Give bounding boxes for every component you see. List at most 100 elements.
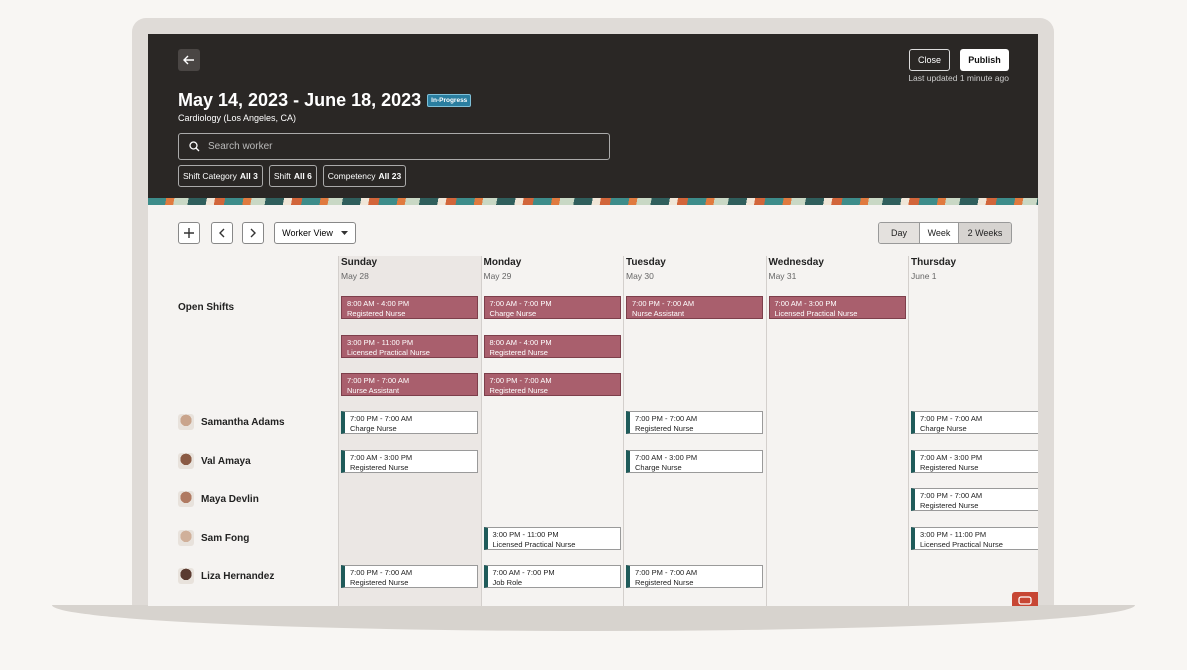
add-button[interactable] (178, 222, 200, 244)
shift[interactable]: 3:00 PM - 11:00 PM Licensed Practical Nur… (483, 526, 621, 550)
column-line (338, 256, 339, 606)
search-placeholder: Search worker (208, 141, 273, 152)
last-updated: Last updated 1 minute ago (908, 73, 1009, 83)
add-icon (184, 228, 194, 238)
worker-name: Samantha Adams (201, 417, 285, 428)
filter-label: Competency (327, 171, 376, 181)
shift-role: Registered Nurse (347, 309, 406, 318)
shift-time: 3:00 PM - 11:00 PM (492, 529, 559, 539)
shift[interactable]: 7:00 AM - 3:00 PM Registered Nurse (341, 449, 478, 473)
shift-time: 7:00 AM - 7:00 PM (489, 299, 552, 308)
shift-role: Registered Nurse (489, 386, 548, 395)
shift[interactable]: 7:00 AM - 3:00 PM Charge Nurse (626, 449, 763, 473)
worker-name: Val Amaya (201, 455, 251, 467)
shift[interactable]: 7:00 PM - 7:00 AM Registered Nurse (626, 565, 763, 588)
avatar (178, 452, 194, 469)
view-dropdown[interactable]: Worker View (274, 222, 356, 244)
filter-value: All 3 (239, 171, 258, 181)
shift[interactable]: 3:00 PM - 11:00 PM Licensed Practical Nur… (911, 526, 1038, 550)
shift[interactable]: 7:00 AM - 3:00 PM Licensed Practical Nurs… (768, 296, 906, 319)
previous-icon (219, 228, 225, 238)
shift-time: 7:00 AM - 3:00 PM (774, 299, 837, 308)
shift-role: Licensed Practical Nurse (774, 309, 858, 318)
shift[interactable]: 7:00 PM - 7:00 AM Registered Nurse (626, 411, 763, 434)
shift[interactable]: 7:00 PM - 7:00 AM Registered Nurse (483, 373, 621, 396)
shift-time: 8:00 AM - 4:00 PM (347, 299, 410, 308)
shift-time: 7:00 PM - 7:00 AM (350, 568, 413, 577)
shift-time: 7:00 AM - 3:00 PM (635, 452, 698, 462)
filter-chip[interactable]: Competency All 23 (322, 165, 407, 187)
range-option[interactable]: Week (919, 223, 958, 243)
shift-role: Registered Nurse (635, 578, 694, 587)
shift-time: 7:00 AM - 3:00 PM (920, 452, 983, 462)
range-selector: Day Week 2 Weeks (878, 222, 1012, 244)
shift-time: 3:00 PM - 11:00 PM (920, 529, 987, 539)
shift[interactable]: 8:00 AM - 4:00 PM Registered Nurse (483, 334, 621, 358)
previous-button[interactable] (211, 222, 233, 244)
shift-role: Registered Nurse (350, 578, 409, 587)
avatar (178, 568, 194, 584)
day-name: Tuesday (626, 257, 666, 268)
worker-name: Sam Fong (201, 532, 250, 544)
filter-chip[interactable]: Shift All 6 (268, 165, 317, 187)
shift-role: Charge Nurse (489, 309, 537, 318)
laptop-base (52, 605, 1135, 631)
next-button[interactable] (242, 222, 264, 244)
shift-time: 7:00 PM - 7:00 AM (635, 414, 698, 423)
decorative-band (148, 198, 1038, 205)
title-row: May 14, 2023 - June 18, 2023 In-Progress (178, 90, 472, 111)
filter-label: Shift (273, 171, 291, 181)
shift[interactable]: 7:00 AM - 7:00 PM Charge Nurse (483, 296, 621, 319)
chat-icon (1018, 596, 1032, 605)
shift-time: 7:00 PM - 7:00 AM (920, 491, 983, 500)
subtitle: Cardiology (Los Angeles, CA) (178, 113, 297, 123)
filter-chip[interactable]: Shift Category All 3 (178, 165, 263, 187)
shift[interactable]: 7:00 AM - 7:00 PM Job Role (483, 565, 621, 588)
range-option[interactable]: 2 Weeks (958, 223, 1011, 243)
shift[interactable]: 7:00 PM - 7:00 AM Registered Nurse (911, 488, 1038, 511)
shift-time: 7:00 PM - 7:00 AM (489, 376, 552, 385)
dropdown-icon (340, 231, 348, 235)
avatar (178, 414, 194, 430)
shift[interactable]: 7:00 PM - 7:00 AM Nurse Assistant (341, 373, 478, 396)
shift-time: 7:00 PM - 7:00 AM (635, 568, 698, 577)
back-button[interactable] (178, 49, 200, 71)
next-icon (250, 228, 256, 238)
shift-role: Charge Nurse (635, 462, 682, 472)
range-option[interactable]: Day (879, 223, 919, 243)
filters: Shift Category All 3 Shift All 6 Competency A… (178, 165, 407, 187)
shift[interactable]: 7:00 AM - 3:00 PM Registered Nurse (911, 449, 1038, 473)
column-line (480, 256, 482, 606)
avatar (178, 491, 194, 507)
chat-button[interactable] (1012, 592, 1038, 606)
shift[interactable]: 3:00 PM - 11:00 PM Licensed Practical Nur… (341, 334, 478, 358)
day-name: Sunday (341, 257, 378, 268)
filter-value: All 23 (378, 171, 402, 181)
publish-button[interactable]: Publish (960, 49, 1009, 71)
column-line (908, 256, 909, 606)
day-name: Wednesday (768, 257, 824, 268)
filter-value: All 6 (293, 171, 312, 181)
worker-name: Maya Devlin (201, 494, 259, 505)
day-name: Thursday (911, 257, 957, 268)
shift[interactable]: 7:00 PM - 7:00 AM Registered Nurse (341, 565, 478, 588)
shift-role: Registered Nurse (635, 424, 694, 433)
column-line (765, 256, 767, 606)
close-button[interactable]: Close (909, 49, 950, 71)
shift-role: Nurse Assistant (347, 386, 400, 395)
shift-role: Registered Nurse (489, 347, 548, 357)
shift-time: 7:00 PM - 7:00 AM (920, 414, 983, 423)
shift[interactable]: 7:00 PM - 7:00 AM Charge Nurse (341, 411, 478, 434)
shift-role: Registered Nurse (920, 501, 979, 510)
day-date: May 29 (483, 271, 512, 281)
search-box[interactable]: Search worker (178, 133, 610, 160)
shift[interactable]: 8:00 AM - 4:00 PM Registered Nurse (341, 296, 478, 319)
day-date: June 1 (911, 271, 937, 281)
shift[interactable]: 7:00 PM - 7:00 AM Nurse Assistant (626, 296, 763, 319)
shift-role: Licensed Practical Nurse (492, 539, 576, 549)
shift[interactable]: 7:00 PM - 7:00 AM Charge Nurse (911, 411, 1038, 434)
back-icon (183, 55, 194, 65)
shift-time: 7:00 AM - 3:00 PM (350, 452, 413, 462)
shift-time: 7:00 PM - 7:00 AM (632, 299, 695, 308)
